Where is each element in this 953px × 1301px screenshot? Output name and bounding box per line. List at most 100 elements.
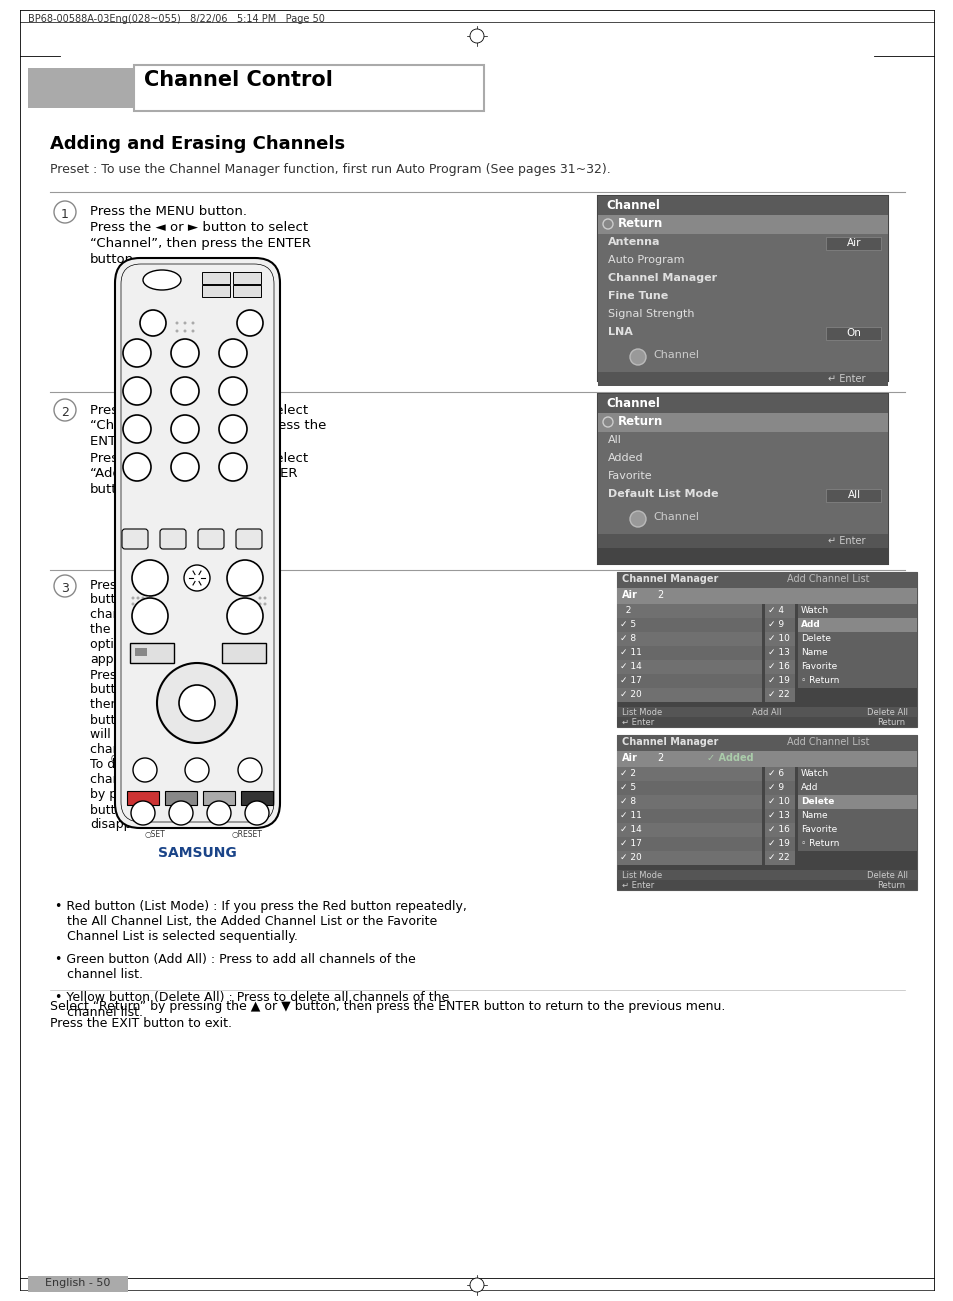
Text: Channel Manager: Channel Manager	[607, 273, 717, 284]
Bar	[598, 372, 887, 386]
Circle shape	[227, 598, 263, 634]
Circle shape	[183, 329, 186, 333]
Bar	[764, 660, 794, 674]
Text: 2: 2	[657, 753, 662, 762]
Bar	[617, 588, 916, 604]
Bar	[764, 781, 794, 795]
Circle shape	[219, 340, 247, 367]
Circle shape	[136, 602, 139, 605]
Circle shape	[123, 453, 151, 481]
Text: 2: 2	[657, 589, 662, 600]
Text: ✓ 9: ✓ 9	[767, 783, 783, 792]
Circle shape	[141, 596, 144, 600]
Text: INFO: INFO	[188, 755, 206, 764]
Bar	[28, 68, 136, 108]
Text: ✓ 22: ✓ 22	[767, 690, 789, 699]
FancyBboxPatch shape	[122, 530, 148, 549]
Text: Favorite: Favorite	[607, 471, 652, 481]
Text: ✓ 8: ✓ 8	[619, 798, 636, 807]
Bar	[617, 572, 916, 727]
Text: Channel: Channel	[605, 397, 659, 410]
Circle shape	[171, 415, 199, 444]
Text: Select “Return” by pressing the ▲ or ▼ button, then press the ENTER button to re: Select “Return” by pressing the ▲ or ▼ b…	[50, 1000, 724, 1013]
Text: LNA: LNA	[607, 327, 632, 337]
Bar	[598, 432, 887, 450]
Circle shape	[132, 602, 134, 605]
Bar	[825, 237, 880, 250]
Bar	[617, 717, 916, 727]
Bar	[797, 660, 916, 674]
Text: 3: 3	[229, 347, 237, 360]
Text: ✓ 20: ✓ 20	[619, 690, 641, 699]
Text: STB: STB	[239, 273, 254, 282]
Circle shape	[184, 565, 210, 591]
Text: EXIT: EXIT	[233, 647, 253, 654]
Text: 4: 4	[132, 385, 141, 398]
Bar	[202, 285, 230, 297]
Bar	[617, 735, 916, 890]
Text: Air: Air	[621, 589, 638, 600]
Bar	[797, 632, 916, 647]
Text: the ENTER button and: the ENTER button and	[90, 623, 229, 636]
Text: Added: Added	[607, 453, 643, 463]
Bar	[617, 688, 761, 703]
Text: by pressing the ▲ or ▼: by pressing the ▲ or ▼	[90, 788, 231, 801]
Bar	[797, 618, 916, 632]
Text: All: All	[607, 435, 621, 445]
Text: button. The ● mark will: button. The ● mark will	[90, 803, 238, 816]
Circle shape	[123, 340, 151, 367]
Text: VCR: VCR	[239, 286, 254, 295]
Bar	[617, 809, 761, 824]
Text: CAPTION: CAPTION	[111, 755, 144, 764]
Text: Delete All: Delete All	[866, 708, 907, 717]
Circle shape	[219, 453, 247, 481]
Bar	[127, 791, 159, 805]
Bar	[764, 674, 794, 688]
Circle shape	[54, 575, 76, 597]
Text: ►‖: ►‖	[206, 532, 216, 541]
Circle shape	[470, 1278, 483, 1292]
Text: ✓ Added: ✓ Added	[706, 753, 753, 762]
Bar	[617, 572, 916, 588]
Circle shape	[132, 758, 157, 782]
Circle shape	[185, 758, 209, 782]
Bar	[598, 450, 887, 468]
Text: • Green button (Add All) : Press to add all channels of the: • Green button (Add All) : Press to add …	[55, 954, 416, 967]
Text: 9: 9	[229, 423, 237, 436]
Text: Favorite: Favorite	[801, 825, 837, 834]
Text: To deselect the selected: To deselect the selected	[90, 758, 242, 771]
Text: CABLE: CABLE	[206, 286, 226, 291]
Text: Channel: Channel	[652, 513, 699, 522]
FancyBboxPatch shape	[160, 530, 186, 549]
Text: TV: TV	[153, 276, 170, 286]
Text: appear.: appear.	[90, 653, 137, 666]
Text: Channel Manager: Channel Manager	[621, 574, 718, 584]
Bar	[598, 196, 887, 381]
Bar	[598, 342, 887, 372]
Text: 3: 3	[61, 582, 69, 595]
Text: channel list.: channel list.	[67, 968, 143, 981]
Text: Press the ▲ or ▼ button to select: Press the ▲ or ▼ button to select	[90, 451, 308, 464]
Circle shape	[141, 602, 144, 605]
Bar	[165, 791, 196, 805]
Text: Channel List is selected sequentially.: Channel List is selected sequentially.	[67, 930, 297, 943]
Circle shape	[258, 602, 261, 605]
Text: ►►: ►►	[242, 532, 255, 541]
Text: Favorite: Favorite	[801, 662, 837, 671]
Circle shape	[171, 453, 199, 481]
Bar	[598, 252, 887, 271]
Bar	[797, 768, 916, 781]
Text: Delete All: Delete All	[866, 870, 907, 879]
Bar	[764, 618, 794, 632]
Circle shape	[171, 340, 199, 367]
Text: Watch: Watch	[801, 606, 828, 615]
Bar	[617, 647, 761, 660]
Text: FF: FF	[245, 518, 253, 523]
Circle shape	[219, 377, 247, 405]
Text: ✓ 5: ✓ 5	[619, 783, 636, 792]
Bar	[617, 632, 761, 647]
Text: ○RESET: ○RESET	[232, 830, 263, 839]
Text: ✓ 5: ✓ 5	[619, 621, 636, 628]
Text: button.: button.	[90, 252, 138, 265]
Circle shape	[183, 321, 186, 324]
